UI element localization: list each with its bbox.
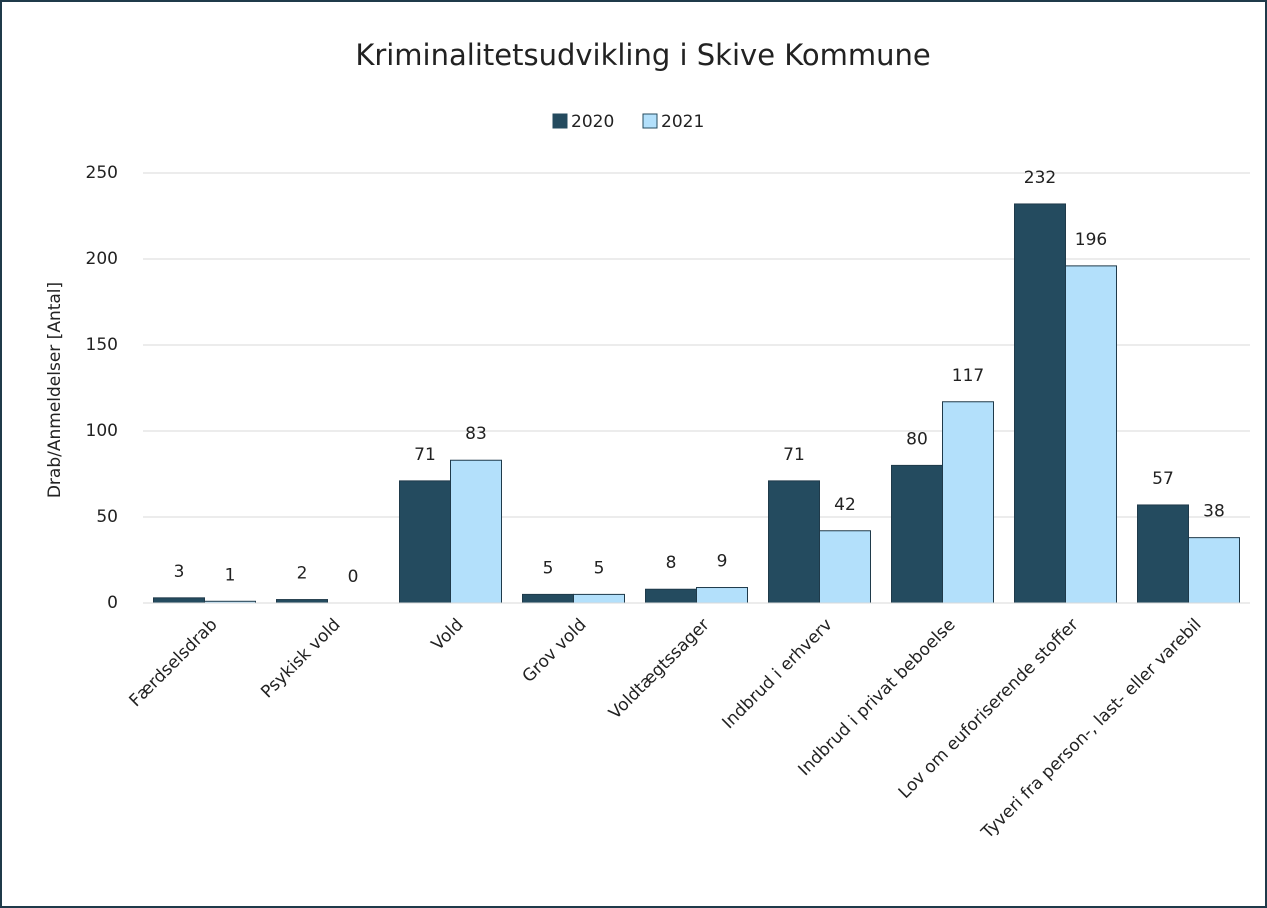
data-label: 83: [465, 424, 487, 444]
bar: [942, 401, 994, 604]
data-label: 1: [225, 565, 236, 585]
bar: [153, 597, 205, 604]
bar: [573, 593, 625, 604]
data-label: 5: [543, 558, 554, 578]
data-label: 0: [348, 567, 359, 587]
legend-swatch: [552, 113, 568, 129]
data-label: 8: [666, 553, 677, 573]
y-axis-label: Drab/Anmeldelser [Antal]: [45, 282, 65, 498]
y-tick-label: 100: [86, 421, 118, 441]
bar: [1188, 537, 1240, 604]
bar: [696, 587, 748, 604]
data-label: 232: [1024, 168, 1056, 188]
legend-swatch: [642, 113, 658, 129]
y-tick-label: 0: [107, 593, 118, 613]
data-label: 196: [1075, 230, 1107, 250]
legend-label: 2021: [661, 112, 704, 132]
legend-label: 2020: [571, 112, 614, 132]
data-label: 57: [1152, 469, 1174, 489]
bar: [276, 599, 328, 604]
y-tick-label: 250: [86, 163, 118, 183]
data-label: 71: [414, 445, 436, 465]
data-label: 71: [783, 445, 805, 465]
data-label: 117: [952, 366, 984, 386]
bar: [768, 480, 820, 604]
chart-title: Kriminalitetsudvikling i Skive Kommune: [355, 38, 930, 72]
bar: [891, 464, 943, 604]
bar: [399, 480, 451, 604]
bar: [522, 593, 574, 604]
bar: [819, 530, 871, 604]
y-tick-label: 200: [86, 249, 118, 269]
data-label: 38: [1203, 502, 1225, 522]
y-tick-label: 150: [86, 335, 118, 355]
data-label: 5: [594, 558, 605, 578]
data-label: 2: [297, 564, 308, 584]
data-label: 9: [717, 552, 728, 572]
bar: [645, 588, 697, 604]
y-tick-label: 50: [96, 507, 118, 527]
data-label: 42: [834, 495, 856, 515]
data-label: 80: [906, 429, 928, 449]
data-label: 3: [174, 562, 185, 582]
bar: [1065, 265, 1117, 604]
bar: [1137, 504, 1189, 604]
bar: [1014, 203, 1066, 604]
bar: [450, 459, 502, 604]
